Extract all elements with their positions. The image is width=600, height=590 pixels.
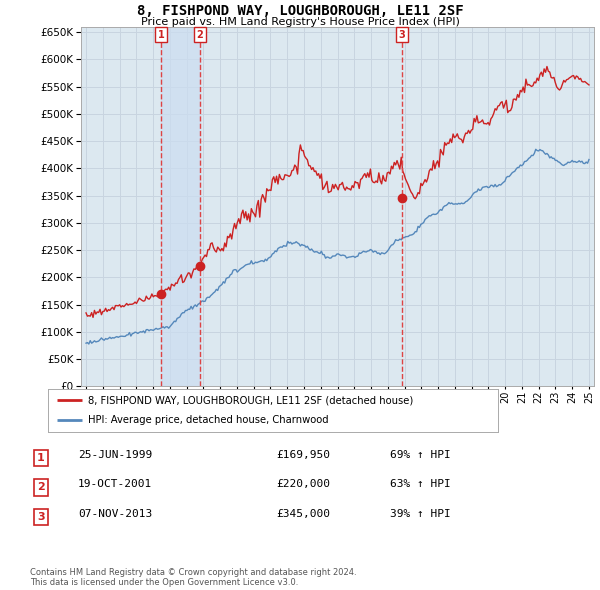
Text: £220,000: £220,000 (276, 480, 330, 489)
Text: 1: 1 (37, 453, 44, 463)
Text: £169,950: £169,950 (276, 450, 330, 460)
Bar (161, 27, 200, 386)
Text: 2: 2 (197, 30, 203, 40)
Text: Contains HM Land Registry data © Crown copyright and database right 2024.
This d: Contains HM Land Registry data © Crown c… (30, 568, 356, 587)
Text: 8, FISHPOND WAY, LOUGHBOROUGH, LE11 2SF (detached house): 8, FISHPOND WAY, LOUGHBOROUGH, LE11 2SF … (89, 395, 414, 405)
Text: HPI: Average price, detached house, Charnwood: HPI: Average price, detached house, Char… (89, 415, 329, 425)
Text: 39% ↑ HPI: 39% ↑ HPI (390, 509, 451, 519)
Text: 3: 3 (37, 512, 44, 522)
Text: 3: 3 (398, 30, 406, 40)
Text: 1: 1 (158, 30, 164, 40)
Text: 25-JUN-1999: 25-JUN-1999 (78, 450, 152, 460)
Text: Price paid vs. HM Land Registry's House Price Index (HPI): Price paid vs. HM Land Registry's House … (140, 17, 460, 27)
Text: 69% ↑ HPI: 69% ↑ HPI (390, 450, 451, 460)
Text: 8, FISHPOND WAY, LOUGHBOROUGH, LE11 2SF: 8, FISHPOND WAY, LOUGHBOROUGH, LE11 2SF (137, 4, 463, 18)
Text: 19-OCT-2001: 19-OCT-2001 (78, 480, 152, 489)
Text: £345,000: £345,000 (276, 509, 330, 519)
Text: 63% ↑ HPI: 63% ↑ HPI (390, 480, 451, 489)
Text: 2: 2 (37, 483, 44, 492)
Text: 07-NOV-2013: 07-NOV-2013 (78, 509, 152, 519)
